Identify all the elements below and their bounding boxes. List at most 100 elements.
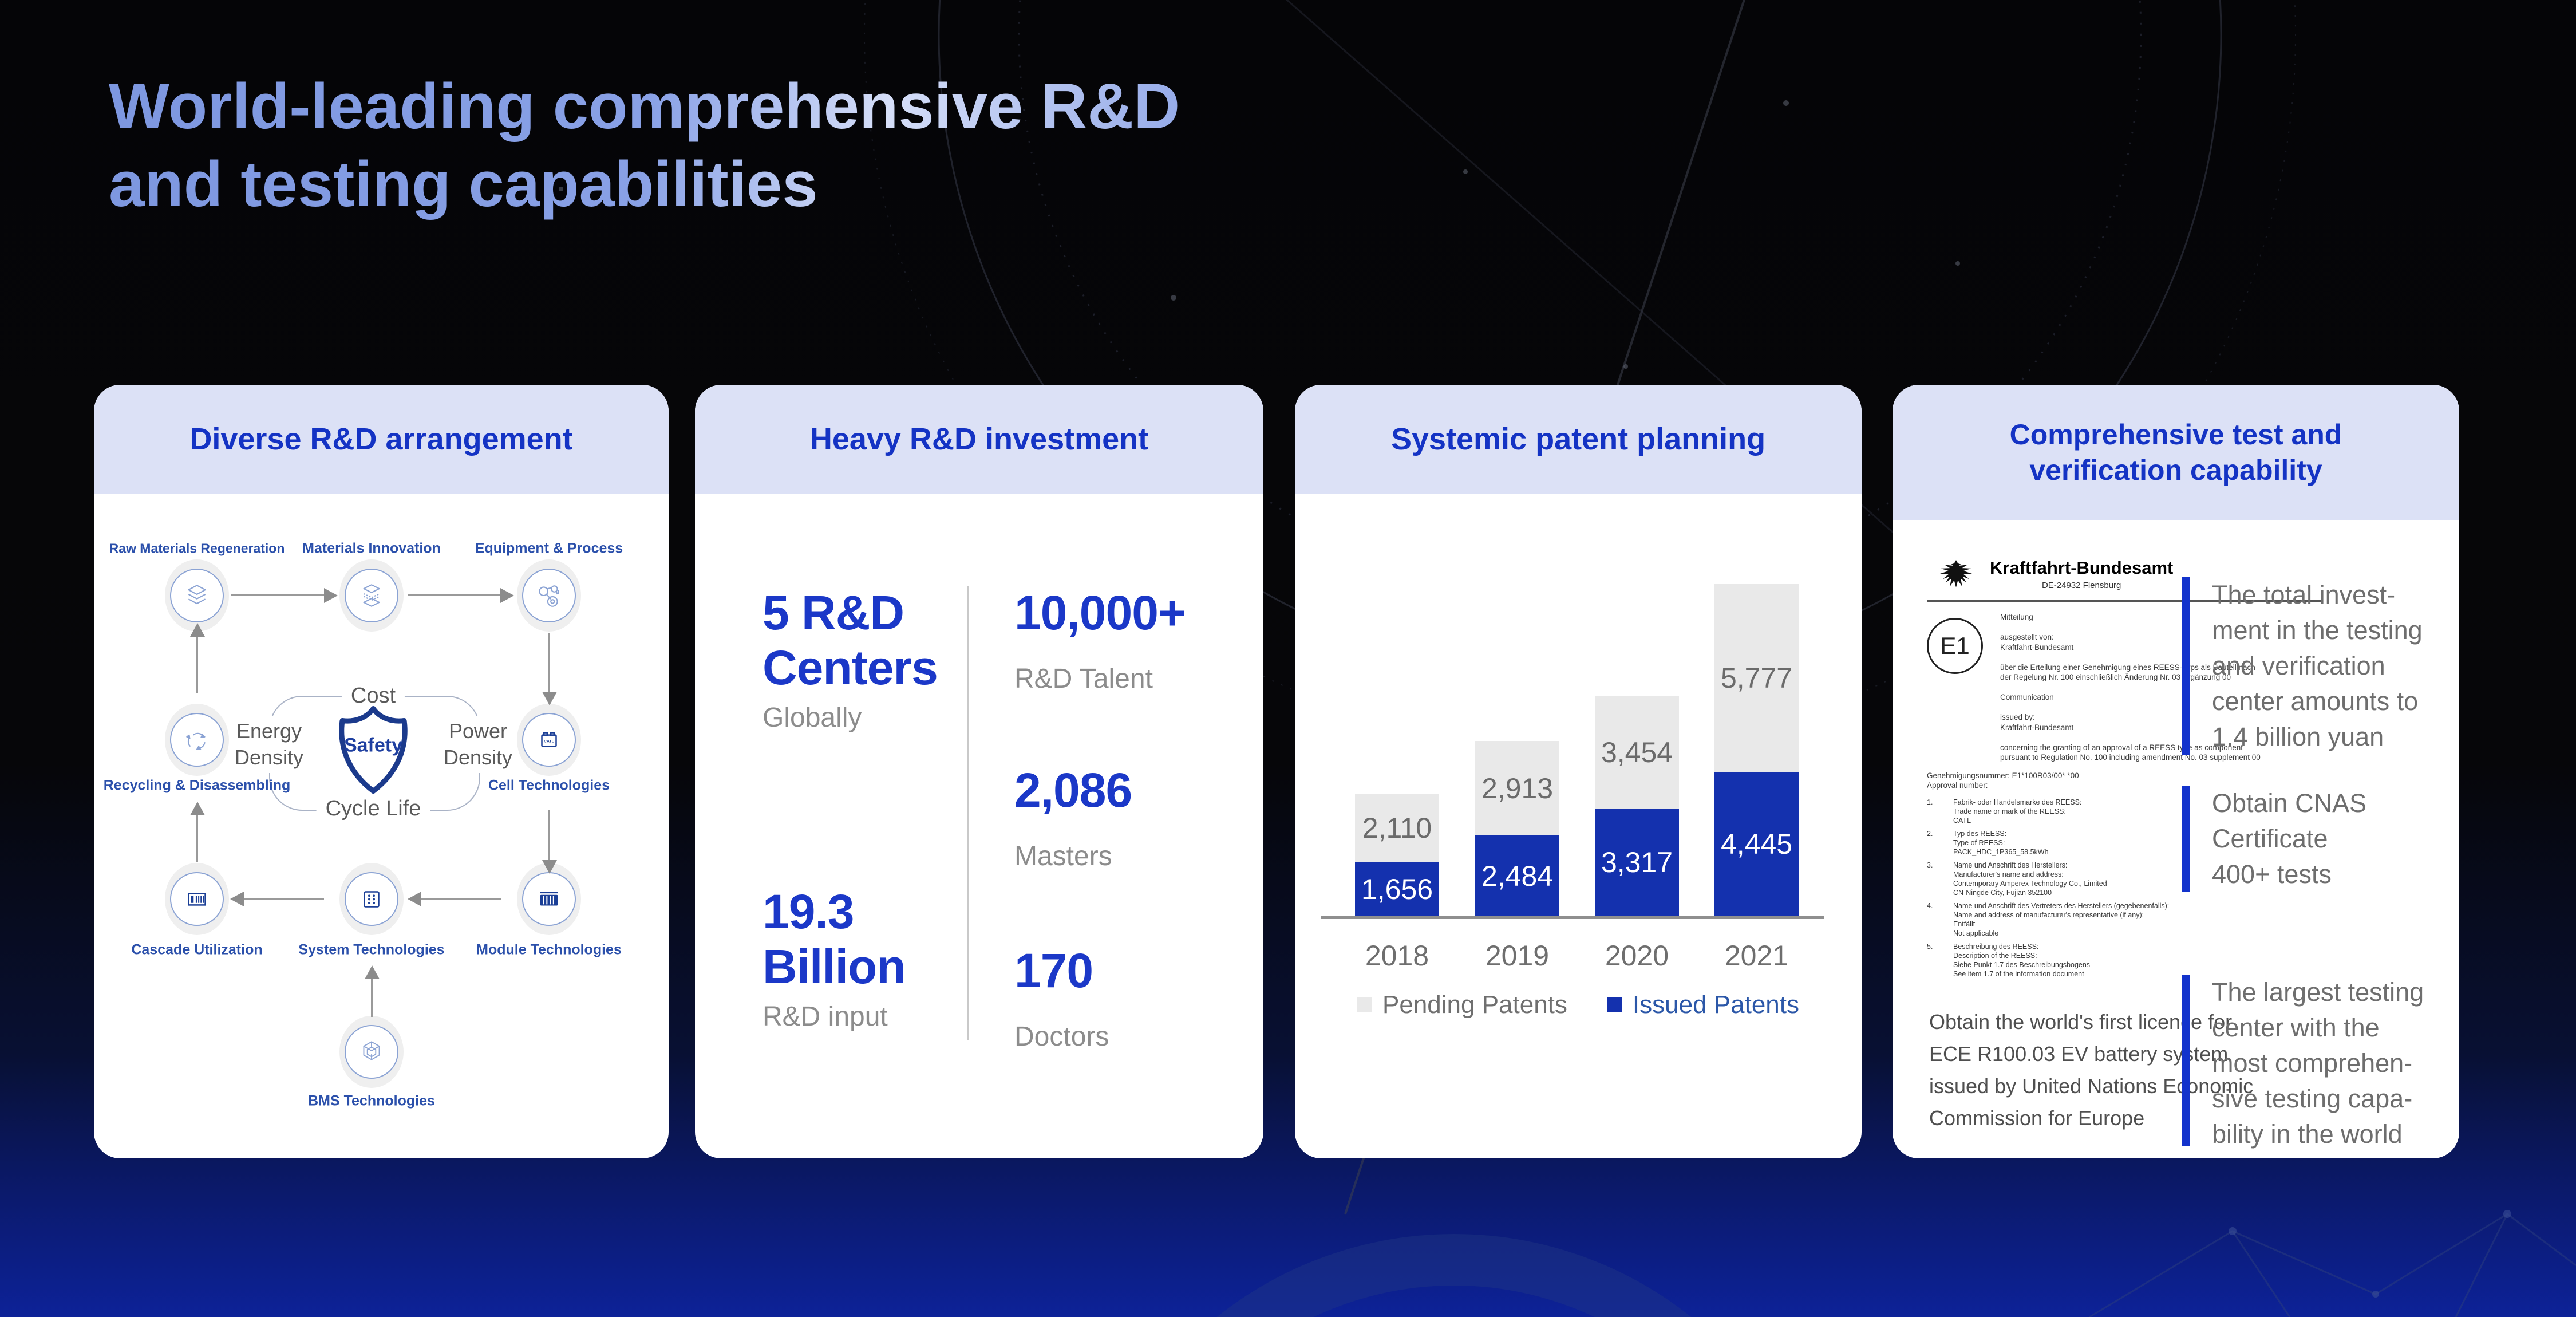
card-patent-planning: Systemic patent planning 2,110 1,656 2018 2… — [1295, 385, 1862, 1158]
node-label-cascade: Cascade Utilization — [131, 941, 263, 958]
pending-bar-segment: 2,913 — [1475, 741, 1559, 835]
stat-rd-centers: 5 R&D Centers Globally — [762, 585, 938, 734]
certificate-body-text: Mitteilung ausgestellt von: Kraftfahrt-B… — [2000, 613, 2261, 762]
e1-mark: E1 — [1927, 618, 1983, 674]
certificate-item: 1. Fabrik- oder Handelsmarke des REESS: … — [1927, 798, 2082, 825]
certificate-item: 3. Name und Anschrift des Herstellers: M… — [1927, 861, 2107, 897]
arrow-module-to-system — [421, 898, 501, 900]
stat-label: R&D input — [762, 1001, 888, 1032]
year-label: 2021 — [1724, 940, 1789, 972]
arrow-system-to-cascade — [244, 898, 324, 900]
certificate-item: 4. Name und Anschrift des Vertreters des… — [1927, 901, 2170, 937]
cascade-icon — [170, 872, 224, 926]
stat-label: Globally — [762, 703, 862, 733]
arrow-cascade-to-recycling — [196, 815, 198, 862]
card-rd-arrangement: Diverse R&D arrangement Raw Materials Re… — [94, 385, 669, 1158]
node-label-raw-materials: Raw Materials Regeneration — [109, 541, 285, 556]
system-node — [339, 863, 404, 935]
recycle-icon — [170, 713, 224, 767]
chart-legend: Pending Patents Issued Patents — [1295, 991, 1862, 1019]
stack-icon — [345, 569, 398, 622]
robot-arm-icon — [522, 569, 576, 622]
highlight-accent-bar — [2182, 975, 2190, 1146]
federal-eagle-icon — [1939, 560, 1973, 587]
node-label-materials-innovation: Materials Innovation — [302, 540, 441, 557]
page-title: World-leading comprehensive R&D and test… — [109, 68, 1180, 223]
legend-label: Issued Patents — [1632, 991, 1799, 1019]
card-header-arrangement: Diverse R&D arrangement — [94, 385, 669, 494]
raw-materials-node — [165, 559, 229, 632]
legend-item-issued: Issued Patents — [1607, 991, 1799, 1019]
stat-doctors: 170 Doctors — [1014, 943, 1109, 1052]
highlight-investment: The total invest- ment in the testing an… — [2182, 577, 2458, 755]
stats-divider — [967, 586, 969, 1040]
highlight-accent-bar — [2182, 577, 2190, 755]
module-node — [517, 863, 581, 935]
certificate-header: Kraftfahrt-Bundesamt DE-24932 Flensburg — [1937, 557, 2322, 591]
card-rd-investment: Heavy R&D investment 5 R&D Centers Globa… — [695, 385, 1263, 1158]
legend-item-pending: Pending Patents — [1357, 991, 1567, 1019]
battery-module-icon — [522, 872, 576, 926]
cost-label: Cost — [341, 680, 405, 711]
highlight-text: The total invest- ment in the testing an… — [2212, 580, 2423, 751]
node-label-equipment-process: Equipment & Process — [475, 540, 623, 557]
highlight-text: The largest testing center with the most… — [2212, 977, 2424, 1149]
safety-label: Safety — [344, 735, 402, 756]
certificate-rule — [1927, 600, 2322, 602]
node-label-recycling: Recycling & Disassembling — [103, 777, 291, 794]
certificate-items: 1. Fabrik- oder Handelsmarke des REESS: … — [1927, 798, 2322, 979]
stat-rd-input: 19.3 Billion R&D input — [762, 884, 906, 1032]
recycling-node — [165, 704, 229, 776]
stat-label: Doctors — [1014, 1022, 1109, 1052]
stat-value: 19.3 Billion — [762, 885, 906, 993]
arrow-cell-to-module — [548, 810, 550, 860]
kba-certificate: Kraftfahrt-Bundesamt DE-24932 Flensburg … — [1927, 557, 2322, 983]
year-label: 2019 — [1485, 940, 1550, 972]
arrow-equipment-to-cell — [548, 633, 550, 692]
catl-brand-label: CATL — [544, 740, 554, 744]
stat-label: Masters — [1014, 841, 1112, 872]
issued-bar-segment: 2,484 — [1475, 835, 1559, 916]
ece-license-note: Obtain the world's first licence for ECE… — [1929, 1010, 2254, 1130]
energy-density-label: Energy Density — [225, 716, 313, 773]
cube-icon — [345, 1025, 398, 1079]
battery-cell-icon: CATL — [522, 713, 576, 767]
arrow-materials-to-equipment — [408, 594, 500, 596]
card-test-verification: Comprehensive test and verification capa… — [1893, 385, 2459, 1158]
pending-bar-segment: 5,777 — [1714, 584, 1799, 772]
bms-node — [339, 1016, 404, 1088]
stat-label: R&D Talent — [1014, 664, 1153, 694]
x-axis — [1321, 916, 1824, 919]
pending-swatch-icon — [1357, 997, 1372, 1012]
certificate-item: 2. Typ des REESS: Type of REESS: PACK_HD… — [1927, 829, 2049, 856]
stat-rd-talent: 10,000+ R&D Talent — [1014, 585, 1186, 695]
cell-technologies-node: CATL — [517, 704, 581, 776]
certificate-authority: Kraftfahrt-Bundesamt — [1990, 557, 2174, 578]
year-label: 2018 — [1365, 940, 1429, 972]
node-label-system: System Technologies — [298, 941, 445, 958]
highlight-text: Obtain CNAS Certificate 400+ tests — [2212, 788, 2367, 889]
highlight-largest-center: The largest testing center with the most… — [2182, 975, 2458, 1152]
materials-innovation-node — [339, 559, 404, 632]
arrow-bms-to-system — [371, 979, 373, 1017]
highlight-accent-bar — [2182, 786, 2190, 892]
layers-icon — [170, 569, 224, 622]
node-label-cell: Cell Technologies — [488, 777, 610, 794]
pending-bar-segment: 2,110 — [1355, 794, 1439, 862]
highlight-cnas: Obtain CNAS Certificate 400+ tests — [2182, 786, 2458, 892]
certificate-approval-number: Genehmigungsnummer: E1*100R03/00* *00 Ap… — [1927, 771, 2079, 790]
stat-masters: 2,086 Masters — [1014, 763, 1132, 872]
system-box-icon — [345, 872, 398, 926]
issued-bar-segment: 4,445 — [1714, 772, 1799, 916]
stat-value: 170 — [1014, 944, 1093, 997]
certificate-item: 5. Beschreibung des REESS: Description o… — [1927, 942, 2091, 978]
node-label-bms: BMS Technologies — [308, 1093, 435, 1109]
legend-label: Pending Patents — [1382, 991, 1567, 1019]
arrow-raw-to-materials — [231, 594, 324, 596]
issued-bar-segment: 1,656 — [1355, 862, 1439, 916]
cascade-node — [165, 863, 229, 935]
stat-value: 10,000+ — [1014, 586, 1186, 640]
pending-bar-segment: 3,454 — [1595, 696, 1679, 809]
issued-swatch-icon — [1607, 997, 1622, 1012]
